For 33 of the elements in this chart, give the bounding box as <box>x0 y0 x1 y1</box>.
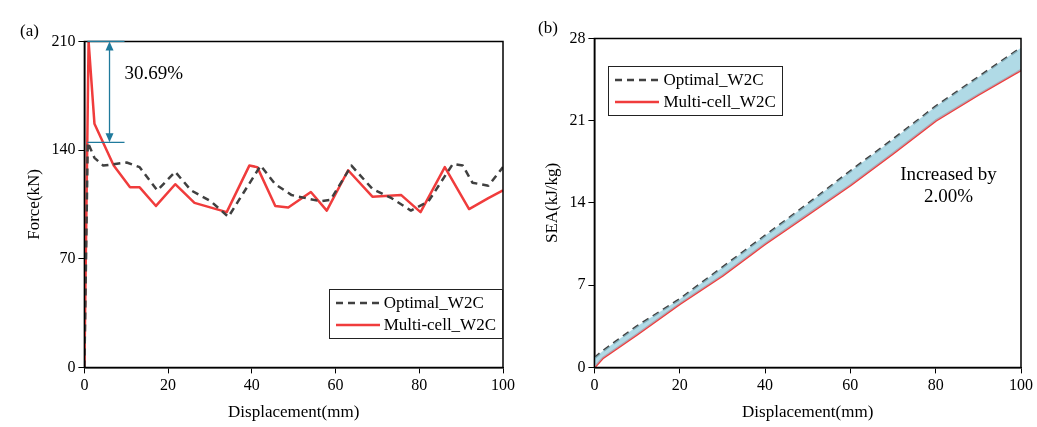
x-tick-label: 100 <box>1009 376 1033 394</box>
legend-label: Optimal_W2C <box>383 292 484 315</box>
chart-title: (a) <box>20 20 39 40</box>
annotation: Increased by 2.00% <box>899 163 998 208</box>
y-tick-label: 14 <box>569 193 586 211</box>
y-tick-label: 21 <box>569 110 586 128</box>
y-tick-label: 0 <box>67 357 76 375</box>
x-tick-label: 60 <box>327 376 344 394</box>
x-tick-label: 20 <box>160 376 177 394</box>
y-tick-label: 28 <box>569 28 586 46</box>
y-tick-label: 70 <box>59 248 76 266</box>
x-tick-label: 40 <box>243 376 260 394</box>
annotation: 30.69% <box>124 62 184 84</box>
y-tick-label: 0 <box>577 357 586 375</box>
x-tick-label: 80 <box>927 376 944 394</box>
x-tick-label: 0 <box>80 376 89 394</box>
legend-label: Multi-cell_W2C <box>663 91 776 114</box>
y-axis-title: Force(kN) <box>23 168 43 240</box>
x-tick-label: 100 <box>491 376 515 394</box>
legend-label: Optimal_W2C <box>663 69 764 92</box>
chart-title: (b) <box>538 17 558 37</box>
x-axis-title: Displacement(mm) <box>228 402 360 422</box>
y-tick-label: 210 <box>51 31 76 49</box>
x-tick-label: 60 <box>842 376 859 394</box>
legend-label: Multi-cell_W2C <box>383 314 496 337</box>
x-tick-label: 40 <box>757 376 774 394</box>
x-tick-label: 80 <box>411 376 428 394</box>
y-tick-label: 7 <box>577 275 586 293</box>
y-tick-label: 140 <box>51 140 76 158</box>
x-axis-title: Displacement(mm) <box>742 402 874 422</box>
x-tick-label: 0 <box>590 376 599 394</box>
y-axis-title: SEA(kJ/kg) <box>541 162 561 244</box>
x-tick-label: 20 <box>671 376 688 394</box>
